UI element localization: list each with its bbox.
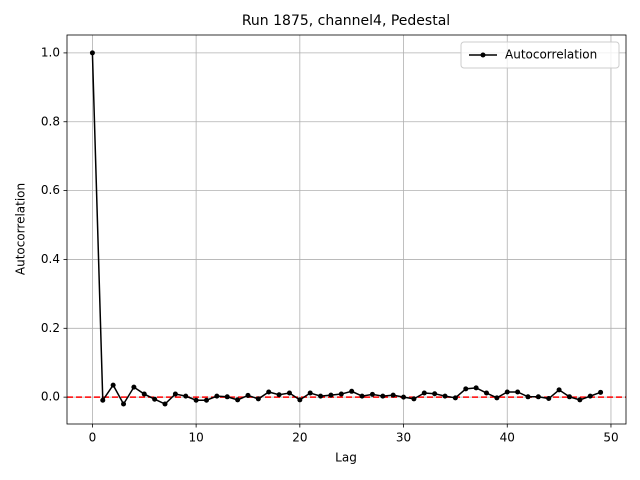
data-point	[421, 390, 427, 396]
data-point	[587, 393, 593, 399]
y-tick-label: 0.2	[41, 321, 60, 335]
y-tick-label: 0.4	[41, 252, 60, 266]
data-point	[162, 401, 168, 407]
x-tick-label: 10	[188, 431, 203, 445]
data-point	[359, 393, 365, 399]
legend-box	[460, 41, 620, 69]
x-tick-label: 0	[89, 431, 97, 445]
legend-marker	[480, 52, 486, 58]
legend-label: Autocorrelation	[505, 48, 597, 62]
data-point	[214, 393, 220, 399]
data-point	[286, 390, 292, 396]
y-tick-label: 0.0	[41, 390, 60, 404]
data-point	[255, 396, 261, 402]
data-point	[266, 389, 272, 395]
data-point	[110, 382, 116, 388]
x-tick-label: 40	[500, 431, 515, 445]
data-point	[89, 50, 95, 56]
data-point	[224, 394, 230, 400]
data-point	[172, 391, 178, 397]
data-point	[473, 385, 479, 391]
data-point	[193, 397, 199, 403]
data-point	[484, 390, 490, 396]
data-point	[131, 384, 137, 390]
data-point	[328, 392, 334, 398]
data-point	[369, 391, 375, 397]
data-point	[401, 394, 407, 400]
x-tick-label: 30	[396, 431, 411, 445]
data-point	[494, 395, 500, 401]
y-tick-label: 1.0	[41, 45, 60, 59]
plot-frame	[66, 34, 627, 425]
x-axis-label: Lag	[335, 451, 357, 465]
data-point	[463, 386, 469, 392]
data-point	[566, 394, 572, 400]
data-point	[432, 391, 438, 397]
data-point	[598, 389, 604, 395]
x-tick-label: 20	[292, 431, 307, 445]
data-point	[556, 387, 562, 393]
data-point	[390, 392, 396, 398]
data-point	[535, 394, 541, 400]
data-point	[318, 393, 324, 399]
y-axis-label: Autocorrelation	[14, 183, 28, 275]
data-point	[442, 393, 448, 399]
x-tick-label: 50	[603, 431, 618, 445]
y-tick-label: 0.8	[41, 114, 60, 128]
data-point	[203, 397, 209, 403]
data-point	[100, 397, 106, 403]
data-point	[452, 395, 458, 401]
chart-title: Run 1875, channel4, Pedestal	[242, 13, 450, 29]
data-point	[297, 397, 303, 403]
data-point	[152, 396, 158, 402]
y-tick-label: 0.6	[41, 183, 60, 197]
data-point	[349, 388, 355, 394]
data-point	[235, 397, 241, 403]
data-point	[276, 392, 282, 398]
data-point	[504, 389, 510, 395]
data-point	[411, 396, 417, 402]
data-point	[141, 391, 147, 397]
data-point	[338, 391, 344, 397]
data-point	[121, 401, 127, 407]
data-point	[307, 390, 313, 396]
data-point	[245, 392, 251, 398]
data-point	[525, 394, 531, 400]
data-point	[577, 397, 583, 403]
data-point	[515, 389, 521, 395]
data-point	[183, 393, 189, 399]
data-point	[380, 393, 386, 399]
data-point	[546, 396, 552, 402]
